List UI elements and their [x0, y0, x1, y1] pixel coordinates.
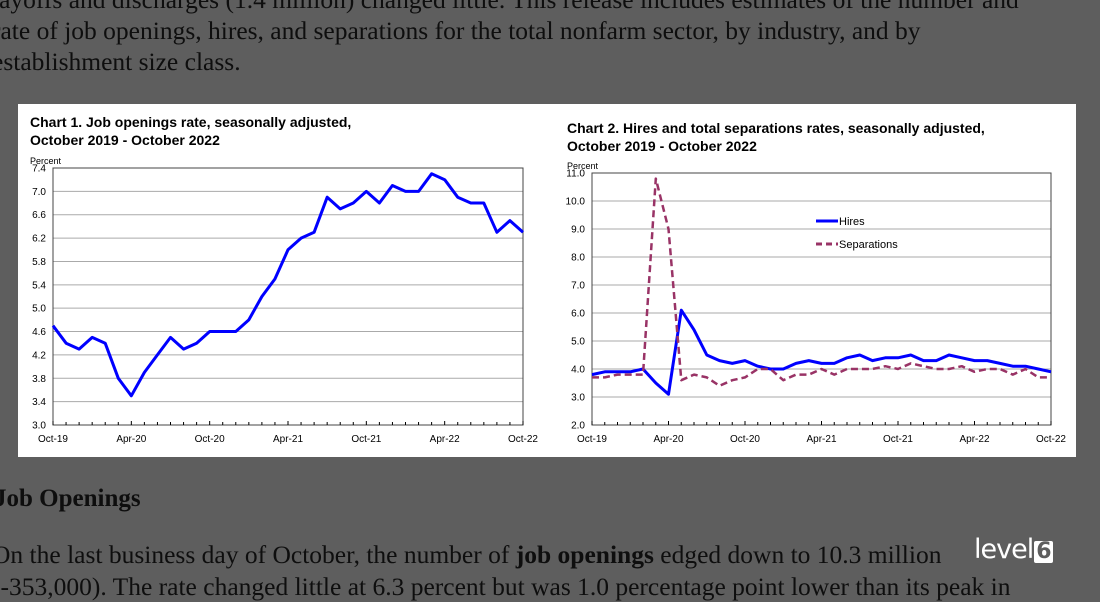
x-tick-label: Oct-20 [195, 434, 225, 445]
y-tick-label: 11.0 [566, 169, 585, 180]
x-tick-label: Apr-22 [959, 434, 989, 445]
y-tick-label: 7.0 [571, 281, 585, 292]
legend-label: Separations [839, 239, 898, 251]
y-tick-label: 4.0 [571, 365, 585, 376]
y-tick-label: 9.0 [571, 225, 585, 236]
y-tick-label: 3.4 [32, 397, 46, 408]
section-heading: Job Openings [0, 485, 141, 513]
legend-label: Hires [839, 216, 865, 228]
series-line-separations [592, 179, 1051, 386]
y-tick-label: 6.6 [32, 210, 46, 221]
logo-text: level [974, 534, 1033, 565]
chart-title: Chart 2. Hires and total separations rat… [567, 120, 985, 136]
x-tick-label: Oct-22 [1036, 434, 1066, 445]
x-tick-label: Oct-19 [38, 434, 68, 445]
chart-job-openings: Chart 1. Job openings rate, seasonally a… [18, 104, 548, 457]
x-tick-label: Apr-22 [430, 434, 460, 445]
body-text-line: layoffs and discharges (1.4 million) cha… [0, 0, 1019, 15]
x-tick-label: Apr-20 [653, 434, 683, 445]
y-tick-label: 8.0 [571, 253, 585, 264]
x-tick-label: Apr-21 [273, 434, 303, 445]
x-tick-label: Oct-21 [351, 434, 381, 445]
x-tick-label: Oct-20 [730, 434, 760, 445]
logo-mark: 6 [1034, 541, 1052, 563]
x-tick-label: Apr-20 [116, 434, 146, 445]
y-tick-label: 5.8 [32, 257, 46, 268]
text: On the last business day of October, the… [0, 540, 516, 569]
chart-subtitle: October 2019 - October 2022 [567, 138, 757, 154]
x-tick-label: Oct-21 [883, 434, 913, 445]
y-tick-label: 7.4 [32, 164, 46, 175]
bold-term: job openings [516, 540, 654, 569]
x-tick-label: Oct-19 [577, 434, 607, 445]
y-tick-label: 2.0 [571, 421, 585, 432]
y-tick-label: 4.2 [32, 350, 46, 361]
y-tick-label: 5.0 [32, 304, 46, 315]
y-tick-label: 7.0 [32, 187, 46, 198]
paragraph-line: On the last business day of October, the… [0, 540, 941, 570]
y-tick-label: 5.4 [32, 280, 46, 291]
chart-title: Chart 1. Job openings rate, seasonally a… [30, 114, 351, 130]
body-text-line: rate of job openings, hires, and separat… [0, 16, 921, 46]
charts-panel: Chart 1. Job openings rate, seasonally a… [18, 104, 1076, 457]
y-tick-label: 6.2 [32, 234, 46, 245]
x-tick-label: Apr-21 [806, 434, 836, 445]
y-tick-label: 3.0 [571, 393, 585, 404]
paragraph-line: (-353,000). The rate changed little at 6… [0, 572, 1010, 602]
y-tick-label: 10.0 [566, 197, 586, 208]
body-text-line: establishment size class. [0, 47, 241, 77]
chart-subtitle: October 2019 - October 2022 [30, 132, 220, 148]
x-tick-label: Oct-22 [508, 434, 538, 445]
chart-hires-separations: Chart 2. Hires and total separations rat… [548, 104, 1076, 457]
y-tick-label: 6.0 [571, 309, 585, 320]
y-tick-label: 3.8 [32, 374, 46, 385]
series-line-hires [592, 310, 1051, 394]
y-tick-label: 5.0 [571, 337, 585, 348]
text: edged down to 10.3 million [654, 540, 942, 569]
y-tick-label: 4.6 [32, 327, 46, 338]
y-tick-label: 3.0 [32, 421, 46, 432]
